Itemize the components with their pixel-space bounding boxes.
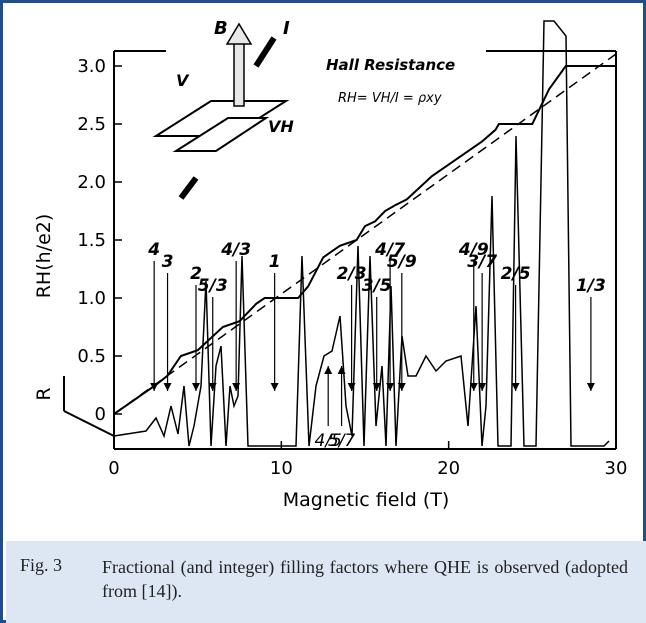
filling-factor-arrowhead: [163, 383, 172, 391]
inset-vh-label: VH: [268, 117, 294, 136]
filling-factor-arrowhead: [511, 383, 520, 391]
y-tick-label: 2.0: [77, 172, 106, 193]
caption-label: Fig. 3: [20, 555, 63, 575]
filling-factor-arrowhead: [586, 383, 595, 391]
y-tick-label: 1.0: [77, 288, 106, 309]
filling-factor-arrowhead: [397, 383, 406, 391]
figure-caption: Fig. 3 Fractional (and integer) filling …: [6, 541, 646, 623]
b-field-arrow: [225, 22, 253, 107]
filling-factor-label: 5/7: [328, 431, 356, 451]
r-axis-diag: [63, 410, 115, 437]
filling-factor-label: 4/9: [458, 240, 489, 260]
filling-factor-arrowhead: [386, 383, 395, 391]
longitudinal-resistance-curve: [113, 20, 610, 447]
y-tick-label: 1.5: [77, 230, 106, 251]
hall-resistance-curve: [113, 65, 616, 415]
inset-v-label: V: [176, 71, 190, 90]
filling-factor-label: 4/5: [315, 431, 342, 451]
classical-hall-line: [113, 53, 617, 415]
chart-area: 0 10 20 30 0 0.5 1.0 1.5 2.0 2.5 3.0 4 3 2 5/3 4/3 1 2/…: [6, 6, 646, 541]
inset-i-label: I: [283, 18, 290, 39]
filling-factor-arrowhead: [372, 383, 381, 391]
filling-factor-label: 3/5: [362, 276, 392, 296]
filling-factor-arrowhead: [191, 383, 200, 391]
filling-factor-label: 2: [190, 264, 202, 284]
filling-factor-label: 5/9: [387, 252, 417, 272]
filling-factor-label: 4: [147, 240, 160, 260]
filling-factor-arrowhead: [270, 383, 279, 391]
x-tick-label: 20: [437, 458, 460, 479]
hall-formula: RH= VH/I = ρxy: [338, 91, 442, 106]
y-ticks: 0 0.5 1.0 1.5 2.0 2.5 3.0: [77, 56, 122, 425]
inset-b-label: B: [214, 18, 228, 39]
x-axis-label: Magnetic field (T): [283, 489, 450, 511]
filling-factor-arrowhead: [347, 383, 356, 391]
filling-factor-label: 1/3: [576, 276, 606, 296]
x-ticks: 0 10 20 30: [108, 441, 627, 479]
filling-factor-label: 3/7: [467, 252, 497, 272]
y-axis-label: RH(h/e2): [33, 214, 55, 299]
y-tick-label: 2.5: [77, 114, 106, 135]
r-axis-label: R: [33, 387, 55, 400]
filling-factor-arrowhead: [208, 383, 217, 391]
hall-sample-inset: [152, 36, 290, 200]
x-tick-label: 10: [270, 458, 293, 479]
filling-factor-label: 5/3: [198, 276, 228, 296]
hall-title: Hall Resistance: [326, 56, 455, 74]
filling-factor-arrowhead: [478, 383, 487, 391]
filling-factor-label: 2/3: [337, 264, 367, 284]
filling-factor-arrowhead: [232, 383, 241, 391]
caption-text: Fractional (and integer) filling factors…: [102, 557, 628, 601]
filling-factor-label: 2/5: [501, 264, 531, 284]
filling-factor-label: 4/3: [220, 240, 251, 260]
y-tick-label: 0: [95, 404, 106, 425]
filling-factor-label: 1: [269, 252, 281, 272]
filling-factor-label: 4/7: [374, 240, 405, 260]
filling-factor-arrowhead: [469, 383, 478, 391]
x-tick-label: 30: [605, 458, 628, 479]
filling-factor-arrowhead: [150, 383, 159, 391]
filling-factor-arrowhead: [337, 366, 346, 374]
y-tick-label: 0.5: [77, 346, 106, 367]
y-tick-label: 3.0: [77, 56, 106, 77]
filling-factor-label: 3: [162, 252, 174, 272]
x-tick-label: 0: [108, 458, 119, 479]
filling-factor-arrowhead: [324, 366, 333, 374]
